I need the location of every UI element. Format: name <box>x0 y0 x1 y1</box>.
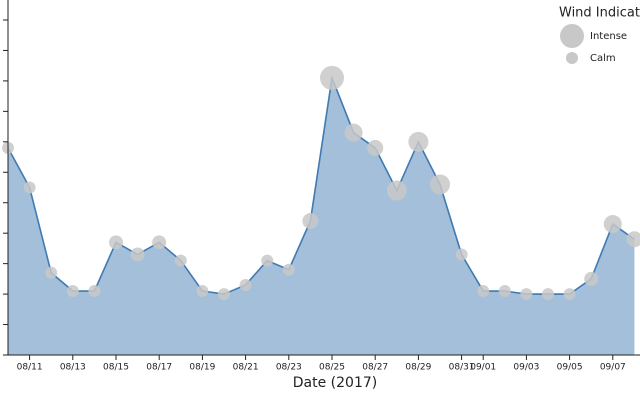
wind-marker <box>386 180 407 201</box>
x-tick-label: 08/29 <box>405 363 431 373</box>
wind-marker <box>302 213 319 229</box>
x-tick-label: 08/19 <box>189 363 215 373</box>
legend-label: Intense <box>590 31 627 42</box>
x-tick-label: 08/23 <box>276 363 302 373</box>
area <box>8 77 635 355</box>
wind-marker <box>344 123 363 142</box>
wind-marker <box>320 65 344 90</box>
wind-marker <box>282 263 295 276</box>
wind-marker <box>130 247 145 262</box>
wind-marker <box>66 285 79 298</box>
wind-marker <box>261 254 274 267</box>
x-tick-label: 09/03 <box>513 363 539 373</box>
x-tick-label: 09/01 <box>470 363 496 373</box>
wind-marker <box>455 248 468 261</box>
x-tick-label: 08/15 <box>103 363 129 373</box>
legend-marker <box>566 52 578 64</box>
x-tick-label: 08/13 <box>60 363 86 373</box>
x-tick-label: 09/07 <box>600 363 626 373</box>
x-tick-label: 08/21 <box>233 363 259 373</box>
wind-marker <box>584 271 599 286</box>
wind-marker <box>239 278 252 291</box>
wind-marker <box>498 285 511 298</box>
wind-marker <box>45 266 58 279</box>
wind-marker <box>23 181 36 194</box>
wind-marker <box>603 215 622 234</box>
legend-label: Calm <box>590 53 616 64</box>
x-tick-label: 08/25 <box>319 363 345 373</box>
wind-marker <box>152 235 167 250</box>
x-tick-label: 08/31 <box>449 363 475 373</box>
wind-marker <box>88 285 101 298</box>
wind-marker <box>477 285 490 298</box>
wind-marker <box>109 235 123 250</box>
wind-marker <box>174 254 187 267</box>
wind-marker <box>626 231 640 248</box>
x-tick-label: 08/11 <box>17 363 43 373</box>
wind-marker <box>196 285 209 298</box>
x-axis-title: Date (2017) <box>293 375 377 391</box>
wind-marker <box>563 288 576 301</box>
wind-marker <box>520 288 533 301</box>
x-tick-label: 09/05 <box>557 363 583 373</box>
wind-marker <box>430 174 450 195</box>
legend-marker <box>560 24 584 48</box>
x-tick-label: 08/27 <box>362 363 388 373</box>
wind-marker <box>218 288 230 301</box>
wind-marker <box>408 131 429 152</box>
x-tick-label: 08/17 <box>146 363 172 373</box>
wind-marker <box>367 139 384 156</box>
legend-title: Wind Indicato <box>559 6 640 21</box>
wind-marker <box>542 288 554 301</box>
